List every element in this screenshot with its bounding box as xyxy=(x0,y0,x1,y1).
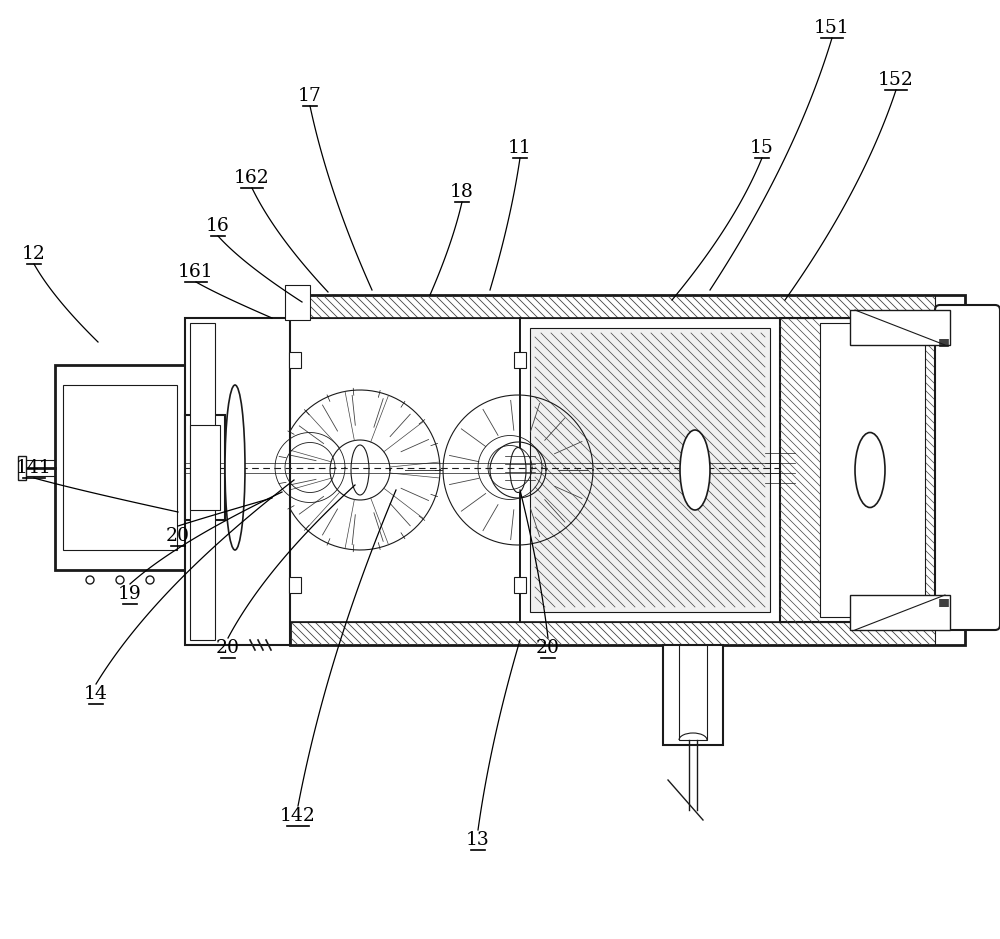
Bar xyxy=(290,295,935,318)
Text: 11: 11 xyxy=(508,139,532,157)
Text: 18: 18 xyxy=(450,183,474,201)
Bar xyxy=(290,622,935,645)
Bar xyxy=(290,318,520,622)
Text: 20: 20 xyxy=(536,639,560,657)
Text: 152: 152 xyxy=(878,71,914,89)
Bar xyxy=(185,415,225,520)
Ellipse shape xyxy=(855,433,885,507)
Text: 151: 151 xyxy=(814,19,850,37)
Bar xyxy=(290,295,965,645)
Bar xyxy=(289,352,301,368)
Text: 162: 162 xyxy=(234,169,270,187)
Ellipse shape xyxy=(680,430,710,510)
Bar xyxy=(185,318,290,645)
Bar xyxy=(63,385,177,550)
Text: 12: 12 xyxy=(22,245,46,263)
Text: 14: 14 xyxy=(84,685,108,703)
Bar xyxy=(285,285,310,320)
Bar xyxy=(190,425,220,510)
Bar xyxy=(18,455,26,480)
Text: 20: 20 xyxy=(216,639,240,657)
Text: 16: 16 xyxy=(206,217,230,235)
Text: 17: 17 xyxy=(298,87,322,105)
Text: 141: 141 xyxy=(16,459,52,477)
Circle shape xyxy=(116,576,124,584)
Ellipse shape xyxy=(225,385,245,550)
Bar xyxy=(679,645,707,740)
Text: 142: 142 xyxy=(280,807,316,825)
Bar xyxy=(820,323,925,617)
Text: 13: 13 xyxy=(466,831,490,849)
Text: 19: 19 xyxy=(118,585,142,603)
Circle shape xyxy=(146,576,154,584)
Bar xyxy=(514,352,526,368)
Polygon shape xyxy=(850,310,950,345)
Text: 15: 15 xyxy=(750,139,774,157)
Bar xyxy=(289,577,301,593)
Ellipse shape xyxy=(351,445,369,495)
Bar xyxy=(520,318,780,622)
Text: 161: 161 xyxy=(178,263,214,281)
Ellipse shape xyxy=(510,448,526,492)
Bar xyxy=(514,577,526,593)
Bar xyxy=(55,365,185,570)
Bar xyxy=(780,318,965,622)
Bar xyxy=(663,645,723,745)
Polygon shape xyxy=(850,595,950,630)
Text: 20: 20 xyxy=(166,527,190,545)
Circle shape xyxy=(86,576,94,584)
Bar xyxy=(530,328,770,612)
Bar xyxy=(190,323,215,640)
FancyBboxPatch shape xyxy=(935,305,1000,630)
